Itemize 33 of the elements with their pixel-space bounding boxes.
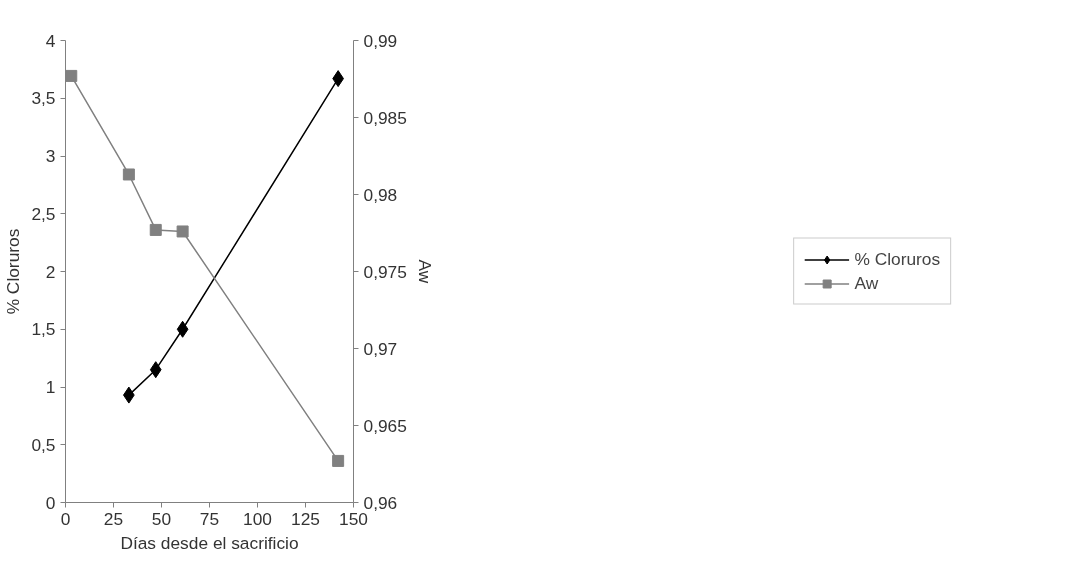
point: [122, 168, 135, 181]
x-tick-label: 0: [60, 508, 71, 529]
point: [332, 454, 345, 467]
x-tick-label: 75: [199, 508, 220, 529]
x-axis-title: Días desde el sacrificio: [120, 532, 299, 553]
y2-tick-label: 0,965: [363, 415, 407, 436]
y-tick-label: 4: [45, 30, 56, 51]
y-tick-label: 1: [45, 377, 56, 397]
x-tick-label: 25: [103, 508, 124, 529]
y2-tick-label: 0,985: [363, 107, 407, 128]
point: [149, 223, 162, 236]
y-tick-label: 2,5: [31, 203, 56, 224]
x-tick-label: 50: [151, 508, 172, 529]
point: [176, 320, 189, 338]
y-tick-label: 3: [45, 146, 56, 166]
y2-tick-label: 0,975: [363, 261, 407, 282]
y-tick-label: 1,5: [31, 319, 56, 340]
y-tick-label: 0,5: [31, 434, 56, 455]
point: [176, 225, 189, 238]
legend-label: % Cloruros: [854, 248, 941, 270]
y2-tick-label: 0,99: [363, 30, 398, 51]
x-tick-label: 100: [243, 508, 272, 529]
point: [65, 69, 78, 82]
y-tick-label: 2: [45, 261, 56, 282]
legend-label: Aw: [854, 272, 879, 294]
y-axis-title: % Cloruros: [3, 228, 24, 315]
y2-tick-label: 0,98: [363, 184, 398, 205]
y-tick-label: 3,5: [31, 88, 56, 109]
y2-axis-title: Aw: [414, 259, 435, 284]
point: [149, 361, 162, 379]
y2-tick-label: 0,97: [363, 338, 398, 359]
x-tick-label: 125: [291, 508, 320, 529]
y-tick-label: 0: [45, 492, 56, 513]
